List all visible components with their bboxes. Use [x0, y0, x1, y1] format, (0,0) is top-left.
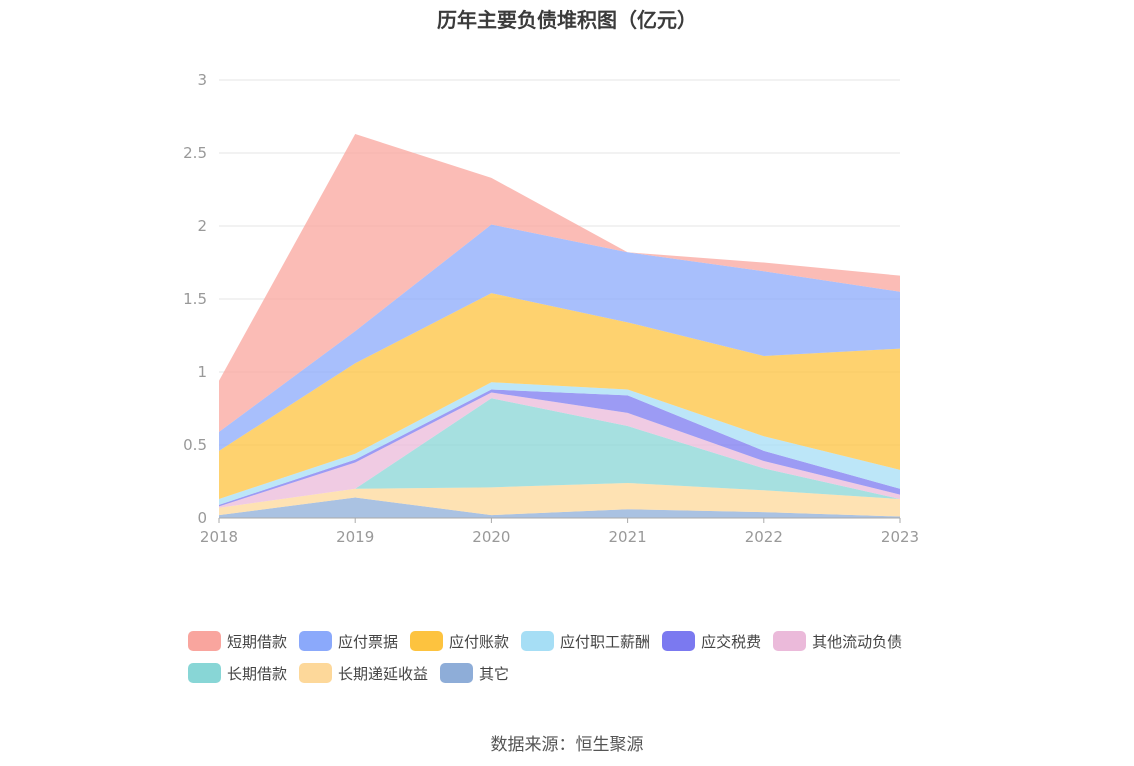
x-tick-label: 2019 — [336, 528, 374, 546]
legend-label: 应交税费 — [701, 632, 762, 651]
y-tick-label: 0.5 — [183, 436, 207, 454]
chart-legend: 短期借款 应付票据 应付账款 应付职工薪酬 应交税费 其他流动负债长期借款 长期递延收益 其它 — [188, 630, 968, 694]
legend-swatch — [188, 663, 221, 683]
legend-label: 长期借款 — [227, 664, 288, 683]
y-tick-label: 2.5 — [183, 144, 207, 162]
legend-swatch — [410, 631, 444, 651]
y-axis: 0 0.5 1 1.5 2 2.5 3 — [183, 71, 207, 527]
legend-item[interactable]: 其它 — [440, 662, 509, 684]
legend-item[interactable]: 应付账款 — [410, 630, 509, 652]
y-tick-label: 3 — [197, 71, 207, 89]
area-series — [219, 134, 900, 518]
legend-label: 短期借款 — [227, 632, 288, 651]
area-应付账款 — [219, 293, 900, 500]
area-短期借款 — [219, 134, 900, 432]
area-长期借款 — [219, 398, 900, 508]
legend-swatch — [662, 631, 696, 651]
area-长期递延收益 — [219, 482, 900, 517]
legend-item[interactable]: 其他流动负债 — [773, 630, 902, 652]
legend-swatch — [188, 631, 221, 651]
data-source: 数据来源：恒生聚源 — [490, 735, 644, 755]
area-应付票据 — [219, 224, 900, 451]
legend-label: 长期递延收益 — [338, 664, 429, 683]
legend-swatch — [299, 663, 333, 683]
legend-item[interactable]: 长期递延收益 — [299, 662, 428, 684]
legend-item[interactable]: 长期借款 — [188, 662, 287, 684]
x-tick-label: 2020 — [472, 528, 510, 546]
x-axis: 2018 2019 2020 2021 2022 2023 — [200, 517, 919, 546]
x-tick-label: 2021 — [609, 528, 647, 546]
legend-label: 应付票据 — [338, 632, 399, 651]
area-其他流动负债 — [219, 392, 900, 508]
legend-swatch — [773, 631, 807, 651]
y-tick-label: 2 — [197, 217, 207, 235]
y-tick-label: 0 — [197, 509, 207, 527]
legend-label: 应付职工薪酬 — [560, 632, 651, 651]
y-tick-label: 1.5 — [183, 290, 207, 308]
legend-item[interactable]: 应付职工薪酬 — [521, 630, 650, 652]
x-tick-label: 2022 — [745, 528, 783, 546]
legend-label: 其它 — [479, 664, 510, 683]
area-其它 — [219, 497, 900, 518]
legend-swatch — [299, 631, 333, 651]
x-tick-label: 2018 — [200, 528, 238, 546]
legend-item[interactable]: 应付票据 — [299, 630, 398, 652]
y-tick-label: 1 — [197, 363, 207, 381]
legend-label: 应付账款 — [449, 632, 510, 651]
area-应付职工薪酬 — [219, 382, 900, 505]
legend-swatch — [440, 663, 474, 683]
legend-item[interactable]: 短期借款 — [188, 630, 287, 652]
legend-swatch — [521, 631, 555, 651]
legend-item[interactable]: 应交税费 — [662, 630, 761, 652]
x-tick-label: 2023 — [881, 528, 919, 546]
chart-title: 历年主要负债堆积图（亿元） — [437, 8, 697, 32]
legend-label: 其他流动负债 — [812, 632, 903, 651]
